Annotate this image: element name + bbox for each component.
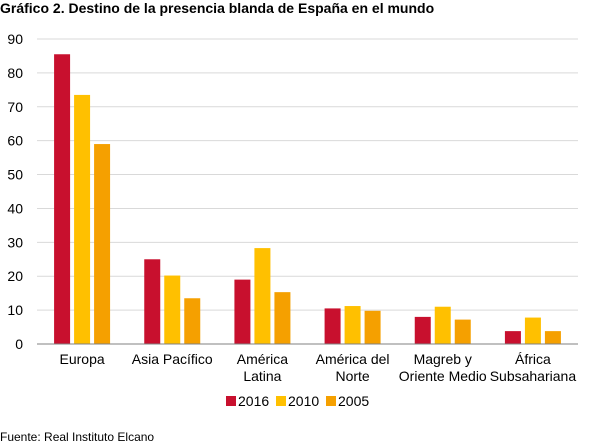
gridlines [37, 38, 578, 311]
x-tick-label: Europa [60, 351, 105, 367]
legend-swatch [276, 396, 286, 406]
x-tick-label: Oriente Medio [399, 368, 487, 384]
source-note: Fuente: Real Instituto Elcano [0, 430, 155, 444]
y-tick-label: 80 [7, 65, 23, 81]
bar-2016 [324, 308, 341, 344]
y-tick-label: 70 [7, 99, 23, 115]
bar-2010 [164, 275, 181, 344]
y-tick-label: 30 [7, 234, 23, 250]
bar-2005 [364, 310, 381, 344]
x-tick-label: América del [316, 351, 390, 367]
bar-2016 [414, 316, 431, 344]
bar-2010 [74, 94, 91, 345]
x-tick-label: Asia Pacífico [132, 351, 213, 367]
y-axis: 0 10 20 30 40 50 60 70 80 90 [7, 31, 23, 352]
bar-2010 [254, 248, 271, 344]
bar-2016 [144, 259, 161, 344]
bar-2016 [504, 331, 521, 344]
bar-2005 [274, 292, 291, 344]
bar-2005 [454, 319, 471, 344]
chart-title: Gráfico 2. Destino de la presencia bland… [0, 0, 435, 16]
y-tick-label: 90 [7, 31, 23, 47]
bar-2016 [234, 279, 251, 344]
y-tick-label: 40 [7, 200, 23, 216]
legend-label: 2016 [238, 393, 269, 409]
bars [54, 54, 561, 345]
bar-2010 [524, 317, 541, 344]
x-tick-label: Subsahariana [490, 368, 577, 384]
legend-label: 2005 [338, 393, 369, 409]
legend-swatch [226, 396, 236, 406]
bar-2010 [434, 306, 451, 344]
bar-2010 [344, 306, 361, 344]
x-tick-label: América [237, 351, 289, 367]
x-tick-label: Norte [335, 368, 369, 384]
legend: 2016 2010 2005 [226, 393, 369, 409]
x-tick-label: África [515, 351, 551, 367]
y-tick-label: 10 [7, 302, 23, 318]
y-tick-label: 60 [7, 133, 23, 149]
bar-2005 [544, 331, 561, 344]
bar-2016 [54, 54, 71, 344]
legend-label: 2010 [288, 393, 319, 409]
y-tick-label: 20 [7, 268, 23, 284]
bar-2005 [184, 298, 201, 344]
legend-swatch [326, 396, 336, 406]
y-tick-label: 0 [15, 336, 23, 352]
y-tick-label: 50 [7, 167, 23, 183]
bar-2005 [94, 144, 111, 344]
x-tick-label: Latina [243, 368, 281, 384]
x-tick-label: Magreb y [414, 351, 472, 367]
